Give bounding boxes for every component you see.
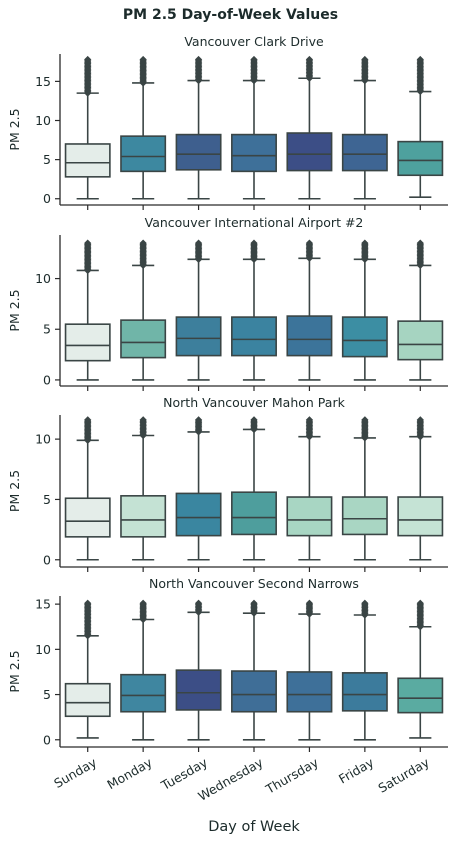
box-friday [341,496,388,536]
outlier-point [416,239,424,247]
box-tuesday [175,316,222,357]
outlier-point [416,416,424,424]
y-tick-label: 0 [43,191,51,206]
box-thursday [286,671,333,713]
y-tick-label: 5 [43,322,51,337]
outlier-point [84,55,92,64]
outlier-point [139,416,147,424]
box-tuesday [175,492,222,537]
box-friday [341,672,388,712]
outlier-point [194,599,203,607]
box-sunday [64,497,111,538]
panel-title: Vancouver International Airport #2 [145,215,364,230]
y-tick-label: 5 [43,152,51,167]
outlier-point [305,55,314,64]
outlier-point [361,416,369,424]
box-wednesday [231,316,277,357]
outlier-point [84,239,92,247]
chart-title: PM 2.5 Day-of-Week Values [122,7,339,23]
y-tick-label: 10 [35,113,51,128]
box-saturday [397,140,444,177]
outlier-point [416,55,424,64]
outlier-point [416,599,424,607]
box-sunday [64,682,111,718]
box-monday [120,495,167,538]
outlier-point [84,599,92,607]
box-thursday [286,496,333,537]
outlier-point [139,239,147,247]
outlier-point [361,239,369,247]
outlier-point [194,239,203,247]
outlier-point [84,416,92,424]
x-tick-label: Sunday [51,754,100,791]
y-axis-label: PM 2.5 [7,470,22,512]
box-tuesday [175,133,222,171]
box-sunday [64,323,111,362]
box-saturday [397,320,444,361]
box-monday [120,673,167,713]
box-friday [341,133,388,172]
y-tick-label: 10 [35,271,51,286]
box-monday [120,319,167,359]
outlier-point [194,416,203,424]
outlier-point [361,599,369,607]
y-tick-label: 5 [43,687,51,702]
outlier-point [250,599,258,607]
outlier-point [139,599,147,607]
panel-title: Vancouver Clark Drive [184,34,324,49]
outlier-point [250,55,258,64]
y-tick-label: 15 [35,597,51,612]
y-tick-label: 15 [35,74,51,89]
box-wednesday [231,491,277,536]
y-tick-label: 10 [35,432,51,447]
box-friday [341,316,388,358]
y-axis-label: PM 2.5 [7,650,22,692]
box-thursday [286,315,333,357]
x-tick-label: Monday [104,754,155,792]
x-tick-label: Saturday [375,754,432,795]
box-monday [120,135,167,173]
y-tick-label: 0 [43,552,51,567]
outlier-point [139,55,147,64]
x-tick-label: Friday [336,754,377,786]
x-axis-label: Day of Week [208,819,300,835]
outlier-point [305,599,314,607]
y-tick-label: 10 [35,642,51,657]
outlier-point [250,416,258,424]
y-axis-label: PM 2.5 [7,289,22,331]
box-saturday [397,496,444,537]
x-tick-label: Thursday [262,754,321,797]
box-wednesday [231,670,277,713]
outlier-point [305,416,314,424]
outlier-point [305,239,314,247]
y-tick-label: 0 [43,372,51,387]
outlier-point [250,239,258,247]
box-tuesday [175,669,222,711]
y-tick-label: 5 [43,492,51,507]
outlier-point [361,55,369,64]
y-tick-label: 0 [43,732,51,747]
box-thursday [286,132,333,172]
outlier-point [194,55,203,64]
panel-title: North Vancouver Mahon Park [163,395,345,410]
box-wednesday [231,133,277,173]
panel-title: North Vancouver Second Narrows [149,576,359,591]
box-saturday [397,677,444,714]
y-axis-label: PM 2.5 [7,108,22,150]
box-sunday [64,143,111,178]
